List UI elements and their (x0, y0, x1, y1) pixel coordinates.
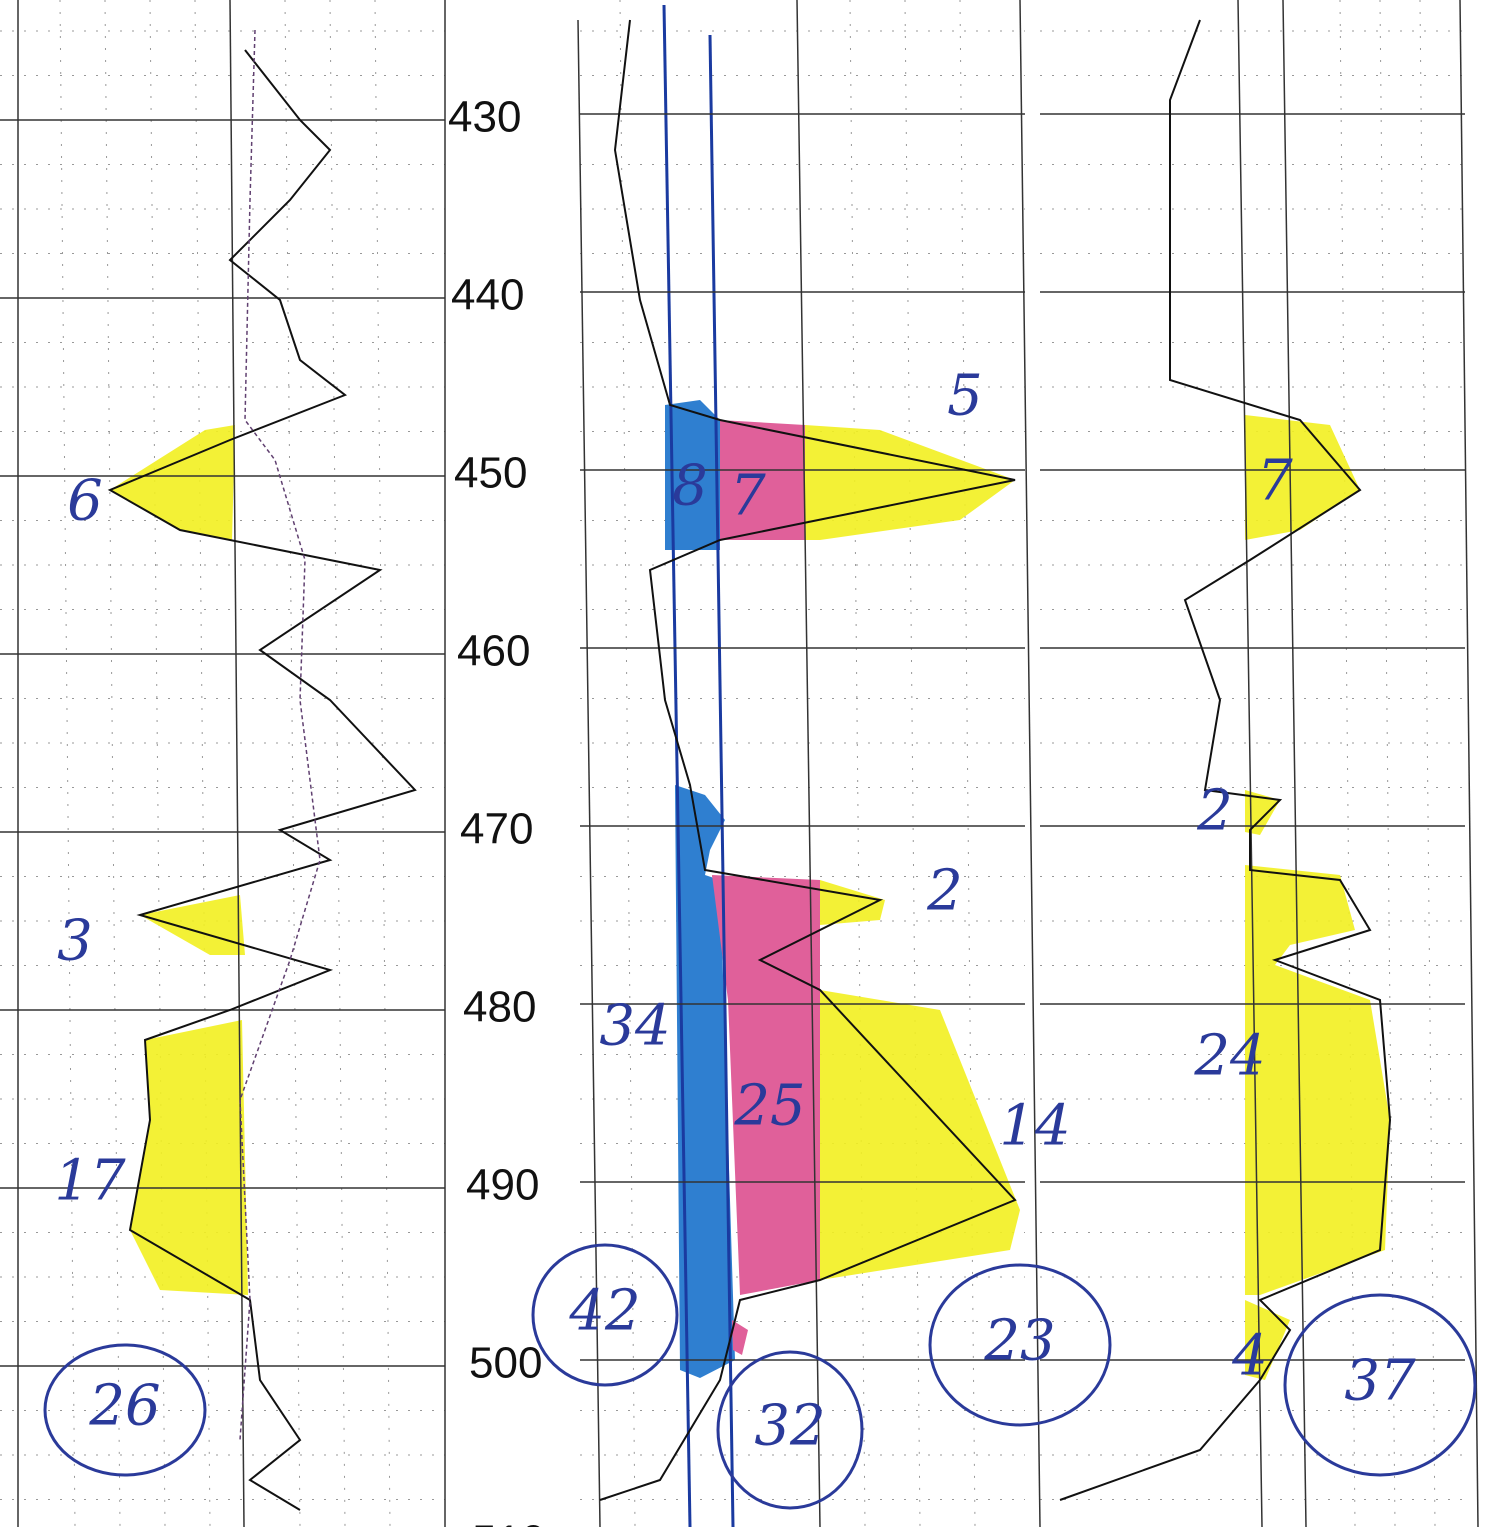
track-line (1237, 0, 1263, 1527)
circle (928, 1263, 1112, 1427)
note: 7 (1257, 449, 1293, 514)
minor-line (59, 0, 76, 1527)
depth-label: 470 (460, 805, 533, 854)
note: 2 (926, 859, 963, 924)
circle (43, 1343, 207, 1477)
minor-line (284, 0, 301, 1527)
note: 34 (599, 994, 670, 1059)
yellow-fill (110, 425, 248, 1295)
note: 42 (568, 1279, 640, 1344)
depth-label: 450 (454, 449, 527, 498)
note: 14 (999, 1094, 1070, 1159)
curves (107, 19, 1392, 1511)
track-line (1019, 0, 1041, 1527)
log-curve (1059, 19, 1392, 1501)
track-line (796, 0, 821, 1527)
annotations: 6 3 17 26 8 7 5 2 34 25 14 42 32 23 7 2 … (43, 364, 1477, 1510)
depth-label: 480 (463, 983, 536, 1032)
minor-line (1379, 0, 1396, 1527)
minor-line (1339, 0, 1356, 1527)
depth-label: 460 (457, 627, 530, 676)
circle (1283, 1293, 1477, 1477)
track-line (1459, 0, 1479, 1527)
log-curve (599, 19, 1017, 1501)
note: 26 (88, 1374, 160, 1439)
yellow-fill (1245, 415, 1390, 1380)
blue-line (662, 4, 692, 1527)
track-line (1282, 0, 1307, 1527)
minor-line (194, 0, 211, 1527)
depth-label: 500 (469, 1339, 542, 1388)
note: 4 (1231, 1324, 1268, 1389)
depth-label: 490 (466, 1161, 539, 1210)
yellow-fill (805, 425, 1020, 1280)
depth-labels: 430 440 450 460 470 480 490 500 510 (448, 93, 545, 1527)
minor-line (104, 0, 121, 1527)
depth-label: 510 (472, 1517, 545, 1527)
note: 25 (733, 1074, 805, 1139)
pink-fill (712, 420, 820, 1355)
note: 5 (947, 364, 983, 429)
minor-line (329, 0, 346, 1527)
depth-label: 440 (451, 271, 524, 320)
note: 6 (67, 469, 103, 534)
circle (716, 1350, 864, 1510)
log-curve (107, 49, 417, 1511)
note: 7 (730, 464, 766, 529)
note: 24 (1193, 1024, 1265, 1089)
minor-line (149, 0, 166, 1527)
note: 3 (57, 909, 93, 974)
blue-line (708, 34, 735, 1527)
note: 37 (1344, 1349, 1416, 1414)
track-line (229, 0, 245, 1527)
minor-line (374, 0, 391, 1527)
minor-line (959, 0, 976, 1527)
note: 8 (672, 454, 708, 519)
minor-line (619, 0, 636, 1527)
dashed-curve (239, 29, 321, 1441)
note: 23 (983, 1309, 1055, 1374)
minor-line (1419, 0, 1436, 1527)
depth-label: 430 (448, 93, 521, 142)
note: 17 (54, 1149, 126, 1214)
minor-line (849, 0, 866, 1527)
track-line (577, 19, 601, 1527)
circle (531, 1243, 679, 1387)
note: 32 (754, 1394, 825, 1459)
minor-line (904, 0, 921, 1527)
note: 2 (1196, 779, 1233, 844)
